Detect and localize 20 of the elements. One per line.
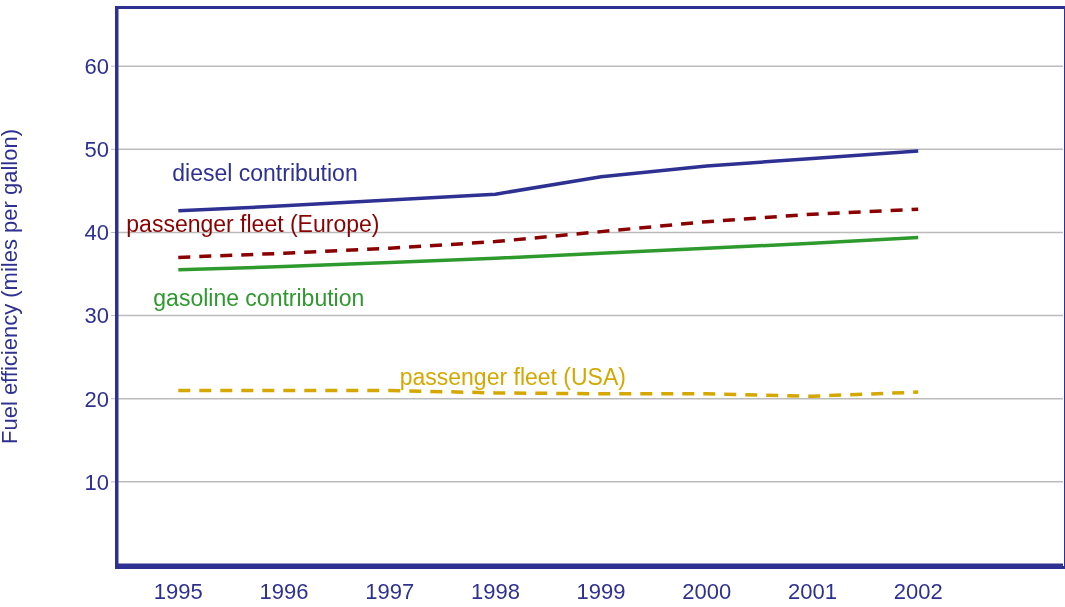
x-tick-label: 1996	[259, 578, 309, 604]
line-series	[176, 235, 920, 272]
series-label: passenger fleet (USA)	[399, 364, 626, 391]
x-tick-label: 1998	[470, 578, 520, 604]
y-tick-label: 60	[84, 54, 109, 79]
series-label: passenger fleet (Europe)	[126, 211, 380, 238]
x-tick-label: 1995	[153, 578, 203, 604]
series-label: diesel contribution	[172, 159, 358, 186]
y-tick-label: 20	[84, 386, 109, 412]
y-tick-label: 10	[84, 469, 109, 495]
y-tick-label: 40	[84, 220, 109, 246]
x-tick-label: 2001	[788, 578, 837, 604]
y-tick-label: 30	[84, 303, 109, 329]
y-axis-title: Fuel efficiency (miles per gallon)	[0, 128, 22, 445]
series-label: gasoline contribution	[153, 284, 365, 311]
x-tick-label: 1999	[576, 578, 626, 604]
x-tick-label: 2000	[682, 578, 732, 604]
y-tick-label: 50	[84, 137, 109, 163]
x-tick-label: 1997	[365, 578, 415, 604]
x-tick-label: 2002	[893, 578, 943, 604]
